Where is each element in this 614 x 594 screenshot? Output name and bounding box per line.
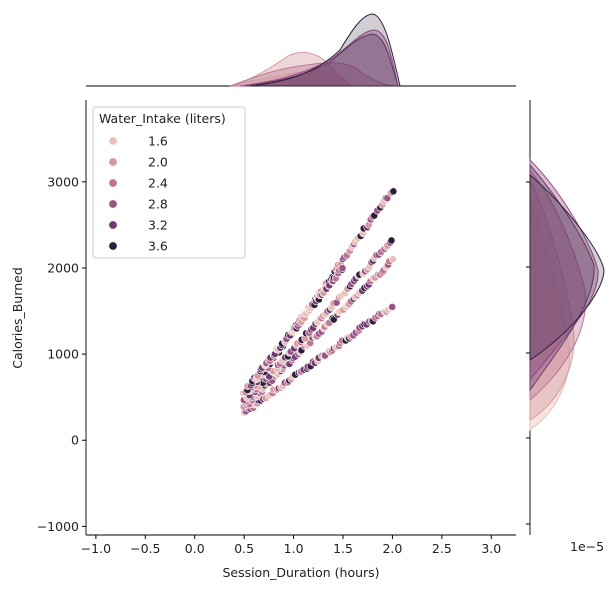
x-tick-label: −0.5 (130, 541, 160, 556)
right-kde-2.8 (529, 158, 599, 382)
y-tick-label: 1000 (47, 347, 79, 362)
top-kde-2.8 (239, 29, 399, 87)
top-kde-3.6 (249, 13, 401, 87)
legend-title: Water_Intake (liters) (99, 111, 226, 126)
x-tick-label: −1.0 (81, 541, 111, 556)
right-scale-label: 1e−5 (570, 539, 604, 554)
y-tick-label: 3000 (47, 174, 79, 189)
y-tick-label: 0 (71, 433, 79, 448)
legend-label: 1.6 (148, 134, 168, 149)
top-marginal-kde (86, 13, 516, 87)
legend-frame (92, 106, 246, 259)
scatter-point (387, 236, 396, 245)
x-tick-label: 0.0 (185, 541, 205, 556)
legend-label: 2.0 (148, 155, 168, 170)
main-axes: −1.0 −0.5 0.0 0.5 1.0 1.5 2.0 2.5 3.0 −1000 0 1000… (10, 100, 516, 580)
y-tick-label: 2000 (47, 260, 79, 275)
y-ticks: −1000 0 1000 2000 3000 (37, 174, 86, 534)
legend-marker (108, 157, 118, 167)
right-kde-2.0 (529, 179, 575, 421)
right-kde-1.6 (529, 199, 571, 431)
legend-marker (108, 178, 118, 188)
y-tick-label: −1000 (37, 519, 79, 534)
x-tick-label: 1.5 (333, 541, 353, 556)
x-tick-label: 0.5 (234, 541, 254, 556)
scatter-point (338, 264, 347, 273)
right-kde-3.6 (529, 173, 605, 361)
legend-marker (108, 199, 118, 209)
scatter-point (388, 303, 397, 311)
scatter-points (239, 187, 398, 417)
y-axis-title: Calories_Burned (10, 267, 25, 369)
legend-marker (108, 136, 118, 146)
top-kde-2.4 (229, 62, 396, 87)
x-axis-title: Session_Duration (hours) (222, 565, 379, 580)
legend-label: 2.4 (148, 176, 168, 191)
x-ticks: −1.0 −0.5 0.0 0.5 1.0 1.5 2.0 2.5 3.0 (81, 535, 501, 556)
legend-label: 3.2 (148, 218, 168, 233)
x-tick-label: 1.0 (284, 541, 304, 556)
legend-entries: 1.6 2.0 2.4 2.8 3.2 3.6 (108, 134, 168, 254)
top-kde-2.0 (229, 51, 353, 87)
legend-marker (108, 241, 118, 251)
legend: Water_Intake (liters) 1.6 2.0 2.4 2.8 3.2 3.6 (92, 106, 246, 259)
x-tick-label: 2.5 (432, 541, 452, 556)
x-tick-label: 3.0 (481, 541, 501, 556)
legend-label: 2.8 (148, 197, 168, 212)
x-tick-label: 2.0 (382, 541, 402, 556)
legend-marker (108, 220, 118, 230)
top-kde-3.2 (244, 33, 399, 87)
right-marginal-kde: 1e−5 (526, 100, 605, 554)
scatter-point (389, 187, 398, 196)
scatter-point (388, 255, 397, 264)
right-kde-2.4 (529, 168, 587, 402)
legend-label: 3.6 (148, 239, 168, 254)
